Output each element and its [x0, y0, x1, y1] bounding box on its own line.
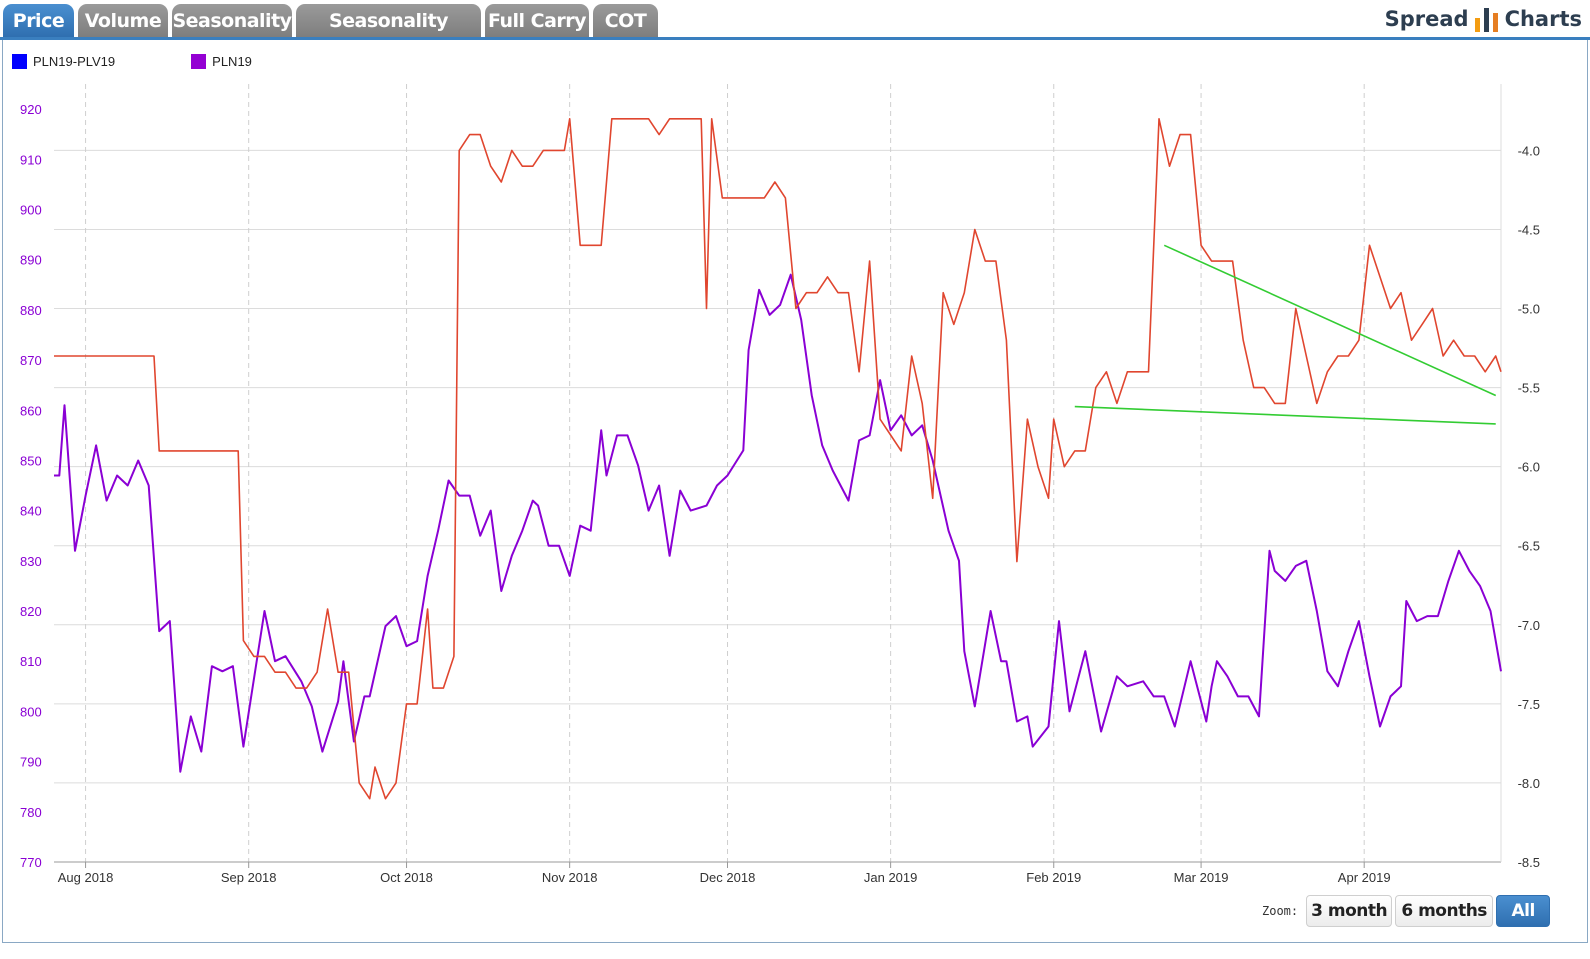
right-axis-tick-label: -7.5: [1518, 697, 1540, 712]
logo-word-spread: Spread: [1384, 7, 1469, 31]
right-axis-tick-label: -7.0: [1518, 618, 1540, 633]
left-axis-tick-label: 910: [20, 152, 42, 167]
right-axis-tick-label: -4.5: [1518, 222, 1540, 237]
zoom-3-month-button[interactable]: 3 month: [1306, 895, 1393, 927]
x-axis-tick-label: Sep 2018: [221, 870, 277, 885]
zoom-6-months-button[interactable]: 6 months: [1395, 895, 1494, 927]
right-axis-tick-label: -4.0: [1518, 143, 1540, 158]
axis-layer: -8.5 -8.0 -7.5 -7.0 -6.5 -6.0 -5.5 -5.0 -4.5 -4.0…: [20, 84, 1540, 885]
x-axis-tick-label: Apr 2019: [1338, 870, 1391, 885]
logo-bars-icon: [1474, 8, 1498, 32]
tab-full-carry[interactable]: Full Carry: [485, 4, 589, 37]
right-axis-tick-label: -6.0: [1518, 460, 1540, 475]
x-axis-tick-label: Mar 2019: [1174, 870, 1229, 885]
right-axis-tick-label: -8.5: [1518, 855, 1540, 870]
left-axis-tick-label: 850: [20, 453, 42, 468]
trendline-1: [1074, 405, 1496, 425]
left-axis-tick-label: 880: [20, 303, 42, 318]
legend-swatch-spread: [12, 54, 27, 69]
zoom-all-button[interactable]: All: [1496, 895, 1551, 927]
spreadcharts-logo: Spread Charts: [1385, 4, 1582, 34]
tab-seasonality-averages[interactable]: Seasonality averages: [296, 4, 481, 66]
x-axis-tick-label: Feb 2019: [1026, 870, 1081, 885]
logo-word-charts: Charts: [1504, 7, 1582, 31]
left-axis-tick-label: 800: [20, 704, 42, 719]
grid-layer: [54, 84, 1501, 863]
right-axis-tick-label: -8.0: [1518, 776, 1540, 791]
legend-item-spread[interactable]: PLN19-PLV19: [12, 54, 115, 69]
legend-label-spread: PLN19-PLV19: [33, 54, 116, 69]
legend-item-pln19[interactable]: PLN19: [191, 54, 252, 69]
x-axis-tick-label: Dec 2018: [700, 870, 756, 885]
x-axis-tick-label: Jan 2019: [864, 870, 918, 885]
tab-price[interactable]: Price: [3, 4, 74, 37]
left-axis-tick-label: 820: [20, 604, 42, 619]
left-axis-tick-label: 870: [20, 353, 42, 368]
left-axis-tick-label: 900: [20, 202, 42, 217]
x-axis-tick-label: Aug 2018: [58, 870, 114, 885]
left-axis-tick-label: 840: [20, 504, 42, 519]
left-axis-tick-label: 830: [20, 554, 42, 569]
left-axis-tick-label: 770: [20, 855, 42, 870]
legend-label-pln19: PLN19: [212, 54, 252, 69]
trendline-0: [1163, 244, 1497, 397]
tab-bar-underline: [0, 37, 1590, 40]
series-line-pln19: [54, 273, 1502, 773]
right-axis-tick-label: -6.5: [1518, 539, 1540, 554]
left-axis-tick-label: 860: [20, 403, 42, 418]
chart-legend: PLN19-PLV19 PLN19: [12, 54, 328, 69]
legend-swatch-pln19: [191, 54, 207, 69]
series-layer: [54, 118, 1502, 800]
tab-cot[interactable]: COT: [593, 4, 658, 37]
tab-bar: Price Volume Seasonality Seasonality ave…: [0, 0, 1590, 66]
left-axis-tick-label: 790: [20, 755, 42, 770]
chart-frame: [2, 40, 1588, 943]
left-axis-tick-label: 780: [20, 805, 42, 820]
tab-volume[interactable]: Volume: [78, 4, 168, 37]
series-line-pln19-plv19: [54, 118, 1502, 800]
left-axis-tick-label: 920: [20, 102, 42, 117]
x-axis-tick-label: Oct 2018: [380, 870, 433, 885]
zoom-label: Zoom:: [1262, 904, 1299, 918]
right-axis-tick-label: -5.5: [1518, 381, 1540, 396]
x-axis-tick-label: Nov 2018: [542, 870, 598, 885]
left-axis-tick-label: 810: [20, 654, 42, 669]
right-axis-tick-label: -5.0: [1518, 302, 1540, 317]
tab-seasonality[interactable]: Seasonality: [172, 4, 292, 37]
zoom-controls: Zoom: 3 month 6 months All: [1262, 895, 1553, 927]
left-axis-tick-label: 890: [20, 253, 42, 268]
